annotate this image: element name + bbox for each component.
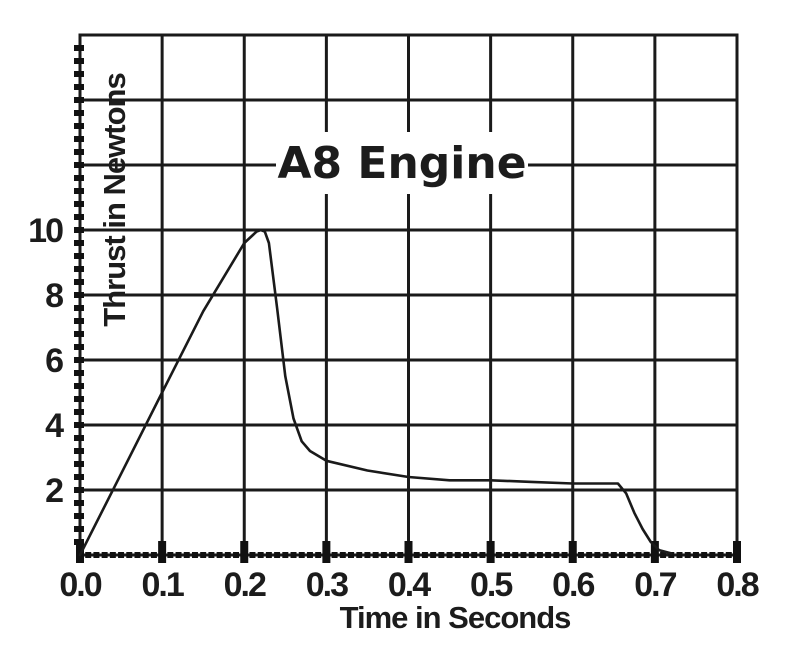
chart-title-background (276, 132, 528, 194)
x-tick-label: 0.3 (306, 566, 348, 604)
chart-title: A8 Engine (277, 138, 526, 189)
x-tick-label: 0.5 (470, 566, 512, 604)
y-tick-label: 10 (28, 212, 63, 250)
x-tick-label: 0.8 (716, 566, 758, 604)
x-tick-label: 0.4 (388, 566, 431, 604)
x-axis-title: Time in Seconds (340, 600, 571, 635)
y-tick-label: 2 (45, 472, 63, 510)
y-tick-label: 6 (45, 342, 63, 380)
y-tick-label: 8 (45, 277, 63, 315)
y-tick-label: 4 (45, 407, 64, 445)
x-tick-label: 0.0 (59, 566, 101, 604)
x-tick-label: 0.7 (634, 566, 676, 604)
y-tick-labels: 2 4 6 8 10 (28, 212, 66, 510)
thrust-curve-line (78, 228, 673, 557)
y-axis-title: Thrust in Newtons (97, 73, 132, 326)
x-tick-label: 0.6 (552, 566, 594, 604)
x-tick-labels: 0.0 0.1 0.2 0.3 0.4 0.5 0.6 0.7 0.8 (59, 566, 760, 604)
axis-tick-marks (74, 45, 741, 563)
x-tick-label: 0.1 (141, 566, 183, 604)
x-tick-label: 0.2 (224, 566, 266, 604)
